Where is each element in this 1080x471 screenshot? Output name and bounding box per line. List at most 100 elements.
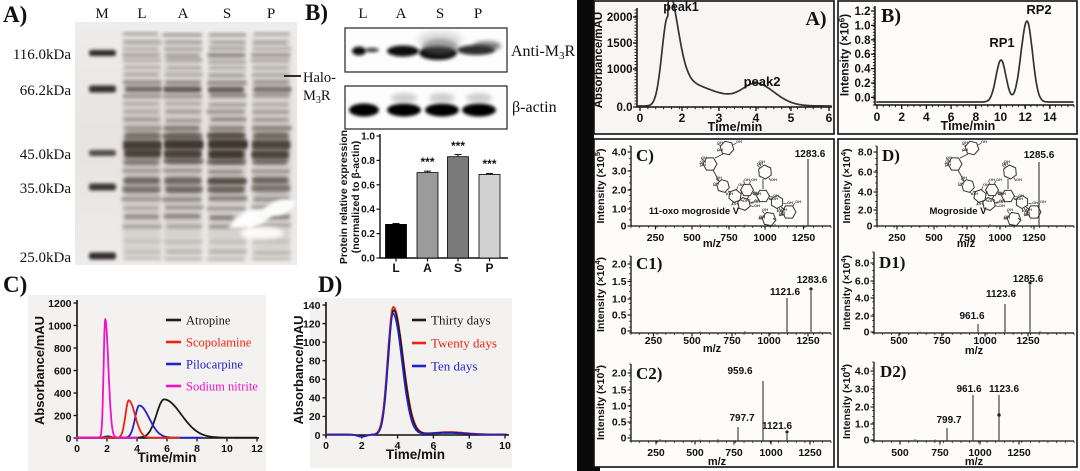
svg-text:OH: OH <box>772 196 778 201</box>
svg-text:0: 0 <box>637 111 644 125</box>
svg-text:12: 12 <box>251 443 263 455</box>
svg-text:400: 400 <box>54 388 72 400</box>
svg-text:OH: OH <box>958 181 964 186</box>
svg-text:12: 12 <box>1019 110 1033 124</box>
svg-text:6.0: 6.0 <box>858 167 873 179</box>
svg-text:1200: 1200 <box>48 298 72 310</box>
svg-text:OH: OH <box>778 208 784 213</box>
svg-text:OH: OH <box>1017 196 1023 201</box>
svg-text:2: 2 <box>679 111 686 125</box>
svg-text:m/z: m/z <box>703 343 722 355</box>
svg-text:OH: OH <box>716 175 722 180</box>
svg-text:10: 10 <box>499 440 511 452</box>
svg-text:OH: OH <box>1004 159 1010 164</box>
svg-text:m/z: m/z <box>965 456 984 468</box>
svg-text:Absorbance/mAU: Absorbance/mAU <box>593 12 605 109</box>
svg-text:Ten days: Ten days <box>431 359 477 374</box>
svg-text:D2): D2) <box>880 362 906 381</box>
svg-text:peak2: peak2 <box>744 74 781 89</box>
svg-text:8: 8 <box>466 440 472 452</box>
svg-text:D): D) <box>318 272 342 297</box>
svg-text:OH: OH <box>771 177 777 182</box>
svg-text:1283.6: 1283.6 <box>795 149 826 160</box>
svg-text:M: M <box>95 6 108 22</box>
svg-text:750: 750 <box>931 447 949 459</box>
svg-text:1285.6: 1285.6 <box>1013 274 1044 285</box>
svg-text:797.7: 797.7 <box>729 413 754 424</box>
svg-text:8: 8 <box>972 110 979 124</box>
svg-text:OH: OH <box>1004 215 1010 220</box>
svg-text:4.0: 4.0 <box>855 366 870 378</box>
svg-text:1000: 1000 <box>757 335 781 347</box>
svg-text:OH: OH <box>996 177 1002 182</box>
svg-text:4.0: 4.0 <box>858 187 873 199</box>
svg-text:500: 500 <box>890 335 908 347</box>
svg-text:40: 40 <box>309 393 321 405</box>
svg-text:OH: OH <box>759 215 765 220</box>
svg-text:0.0: 0.0 <box>617 102 633 114</box>
svg-text:B): B) <box>881 5 901 27</box>
svg-text:6: 6 <box>948 110 955 124</box>
svg-text:***: *** <box>482 157 496 171</box>
svg-text:C1): C1) <box>636 254 662 273</box>
svg-text:1000: 1000 <box>988 232 1012 244</box>
svg-text:500: 500 <box>891 447 909 459</box>
svg-text:OH: OH <box>700 162 706 167</box>
svg-text:OH: OH <box>787 200 793 205</box>
svg-text:799.7: 799.7 <box>936 415 961 426</box>
svg-text:Absorbance/mAU: Absorbance/mAU <box>291 315 306 424</box>
svg-text:959.6: 959.6 <box>727 366 752 377</box>
svg-text:S: S <box>454 261 462 275</box>
svg-text:OH: OH <box>998 190 1004 195</box>
svg-text:3: 3 <box>716 111 723 125</box>
svg-text:250: 250 <box>888 232 906 244</box>
svg-text:1000: 1000 <box>607 64 633 76</box>
svg-text:8.0: 8.0 <box>855 258 870 270</box>
svg-text:0.6: 0.6 <box>361 180 375 191</box>
svg-text:OH: OH <box>754 199 760 204</box>
svg-text:Mogroside V: Mogroside V <box>929 206 987 217</box>
svg-text:961.6: 961.6 <box>959 311 984 322</box>
svg-text:1.0: 1.0 <box>361 132 375 143</box>
svg-text:C): C) <box>636 146 654 165</box>
svg-text:0: 0 <box>864 435 870 447</box>
svg-text:OH: OH <box>795 199 801 204</box>
svg-text:0: 0 <box>621 326 627 338</box>
svg-text:(normalized to β-actin): (normalized to β-actin) <box>350 141 362 254</box>
svg-text:RP1: RP1 <box>989 35 1014 50</box>
svg-text:800: 800 <box>54 343 72 355</box>
svg-text:OH: OH <box>1018 193 1024 198</box>
svg-text:OH: OH <box>1026 207 1032 212</box>
svg-text:1.2: 1.2 <box>855 6 871 18</box>
svg-text:OH: OH <box>983 182 989 187</box>
svg-text:A: A <box>178 6 189 22</box>
svg-text:0.2: 0.2 <box>855 78 871 90</box>
svg-text:OH: OH <box>717 140 723 145</box>
svg-text:750: 750 <box>720 232 738 244</box>
svg-text:4: 4 <box>134 443 140 455</box>
svg-text:250: 250 <box>647 447 665 459</box>
svg-text:1285.6: 1285.6 <box>1024 150 1055 161</box>
svg-text:750: 750 <box>958 232 976 244</box>
svg-text:100: 100 <box>303 337 321 349</box>
svg-text:3.0: 3.0 <box>855 384 870 396</box>
svg-text:OH: OH <box>1023 208 1029 213</box>
svg-text:Absorbance/mAU: Absorbance/mAU <box>32 316 47 425</box>
svg-text:OH: OH <box>1002 161 1008 166</box>
svg-text:250: 250 <box>645 335 663 347</box>
svg-text:0.4: 0.4 <box>855 64 872 76</box>
svg-text:2.0: 2.0 <box>612 185 627 197</box>
svg-text:500: 500 <box>683 335 701 347</box>
svg-text:8.0: 8.0 <box>858 147 873 159</box>
svg-text:OH: OH <box>754 203 760 208</box>
svg-text:3.0: 3.0 <box>612 166 627 178</box>
svg-text:P: P <box>474 6 482 22</box>
svg-text:S: S <box>436 6 444 22</box>
svg-text:C2): C2) <box>636 364 662 383</box>
svg-text:1123.6: 1123.6 <box>989 384 1019 395</box>
svg-text:1.5: 1.5 <box>612 276 627 288</box>
svg-text:A: A <box>396 6 407 22</box>
svg-text:0: 0 <box>315 430 321 442</box>
svg-text:25.0kDa: 25.0kDa <box>20 250 72 266</box>
svg-text:0: 0 <box>864 327 870 339</box>
